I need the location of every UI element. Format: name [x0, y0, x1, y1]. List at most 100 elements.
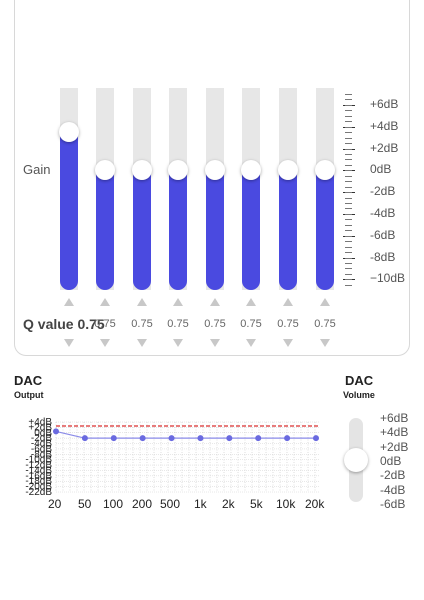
gain-label: Gain: [23, 162, 51, 177]
q-increase-arrow[interactable]: [246, 298, 256, 306]
gain-scale-label: -2dB: [370, 184, 396, 199]
frequency-label: 500: [160, 497, 181, 511]
eq-band-knob[interactable]: [241, 160, 261, 180]
gain-scale-minor-tick: [345, 203, 352, 204]
q-increase-arrow[interactable]: [64, 298, 74, 306]
q-increase-arrow[interactable]: [210, 298, 220, 306]
dac-output-y-label: -14dB: [25, 465, 52, 476]
gain-scale-minor-tick: [345, 224, 352, 226]
dac-output-point: [255, 435, 262, 442]
dac-output-y-label: -12dB: [25, 460, 52, 471]
frequency-label: 1k: [194, 497, 207, 511]
eq-band-knob[interactable]: [59, 121, 79, 142]
gain-scale-minor-tick: [345, 241, 352, 243]
gain-scale-label: −10dB: [370, 271, 406, 286]
dac-output-y-label: -8dB: [31, 449, 52, 460]
dac-output-graph: +4dB+2dB0dB-2dB-4dB-6dB-8dB-10dB-12dB-14…: [25, 417, 320, 498]
dac-output-y-label: -22dB: [25, 487, 52, 498]
gain-scale-label: +2dB: [370, 140, 399, 155]
eq-band-fill: [133, 170, 151, 290]
gain-scale-minor-tick: [345, 132, 352, 134]
dac-output-y-label: 0dB: [34, 428, 52, 439]
q-increase-arrow[interactable]: [320, 298, 330, 306]
dac-volume-title: DAC: [345, 373, 374, 388]
gain-scale-minor-tick: [345, 126, 352, 128]
gain-scale-label: -4dB: [370, 206, 396, 220]
dac-output-curve: [55, 430, 316, 439]
gain-scale-minor-tick: [345, 268, 352, 270]
q-decrease-arrow[interactable]: [100, 339, 110, 347]
eq-band-knob[interactable]: [132, 160, 152, 180]
q-decrease-arrow[interactable]: [64, 339, 74, 347]
volume-scale-label: +2dB: [380, 439, 409, 454]
q-value: 0.75: [131, 318, 153, 330]
dac-output-subtitle: Output: [14, 390, 44, 400]
frequency-label: 2k: [222, 497, 235, 511]
gain-scale-minor-tick: [345, 181, 352, 183]
gain-scale-minor-tick: [345, 159, 352, 161]
gain-scale-minor-tick: [345, 143, 352, 145]
gain-scale-minor-tick: [345, 110, 352, 112]
volume-slider-knob[interactable]: [344, 448, 368, 472]
gain-scale-minor-tick: [345, 208, 352, 210]
q-increase-arrow[interactable]: [137, 298, 147, 306]
gain-scale-minor-tick: [345, 257, 352, 259]
eq-band-knob[interactable]: [168, 160, 188, 180]
dac-output-y-label: -6dB: [31, 444, 52, 455]
gain-scale-minor-tick: [345, 252, 352, 254]
q-decrease-arrow[interactable]: [137, 339, 147, 347]
gain-scale-minor-tick: [345, 230, 352, 232]
gain-scale-minor-tick: [345, 279, 352, 281]
q-increase-arrow[interactable]: [173, 298, 183, 306]
gain-scale-minor-tick: [345, 213, 352, 215]
q-value: 0.75: [240, 318, 262, 330]
dac-output-point: [53, 428, 59, 435]
q-increase-arrow[interactable]: [283, 298, 293, 306]
q-increase-arrow[interactable]: [100, 298, 110, 306]
q-value-label: Q value 0.75: [23, 316, 105, 332]
volume-scale-label: -6dB: [380, 496, 406, 511]
q-decrease-arrow[interactable]: [173, 339, 183, 347]
gain-scale-minor-tick: [345, 115, 352, 117]
gain-scale-minor-tick: [345, 94, 352, 95]
eq-band-fill: [60, 131, 78, 290]
q-decrease-arrow[interactable]: [283, 339, 293, 347]
gain-scale-minor-tick: [345, 192, 352, 194]
eq-band-knob[interactable]: [95, 160, 115, 180]
eq-band-fill: [169, 170, 187, 290]
dac-output-point: [313, 435, 319, 442]
q-value: 0.75: [94, 318, 116, 330]
q-decrease-arrow[interactable]: [320, 339, 330, 347]
eq-band-fill: [279, 170, 297, 290]
gain-scale-minor-tick: [345, 99, 352, 101]
gain-scale-minor-tick: [345, 164, 352, 166]
gain-scale-label: -8dB: [370, 249, 396, 264]
q-value: 0.75: [167, 318, 189, 330]
volume-scale-label: 0dB: [380, 453, 402, 468]
frequency-label: 10k: [276, 497, 296, 511]
dac-output-y-label: -2dB: [31, 433, 52, 444]
gain-scale-label: 0dB: [370, 162, 392, 177]
volume-scale-label: -2dB: [380, 468, 406, 483]
dac-output-point: [168, 435, 175, 442]
eq-band-knob[interactable]: [205, 160, 225, 180]
dac-output-point: [226, 435, 233, 442]
eq-band-fill: [96, 170, 114, 290]
gain-scale-minor-tick: [345, 235, 352, 237]
gain-scale-minor-tick: [345, 246, 352, 248]
dac-output-point: [197, 435, 204, 442]
q-decrease-arrow[interactable]: [210, 339, 220, 347]
gain-scale-minor-tick: [345, 137, 352, 139]
dac-output-y-label: +2dB: [28, 422, 52, 433]
gain-scale-minor-tick: [345, 273, 352, 275]
volume-scale-label: +6dB: [380, 411, 409, 425]
eq-band-knob[interactable]: [315, 160, 335, 180]
gain-scale-minor-tick: [345, 175, 352, 177]
eq-band-knob[interactable]: [278, 160, 298, 180]
frequency-label: 100: [103, 497, 124, 511]
q-decrease-arrow[interactable]: [246, 339, 256, 347]
dac-output-y-label: -18dB: [25, 476, 52, 487]
gain-scale-minor-tick: [345, 104, 352, 106]
dac-output-y-label: -4dB: [31, 439, 52, 450]
q-value: 0.75: [277, 318, 299, 330]
